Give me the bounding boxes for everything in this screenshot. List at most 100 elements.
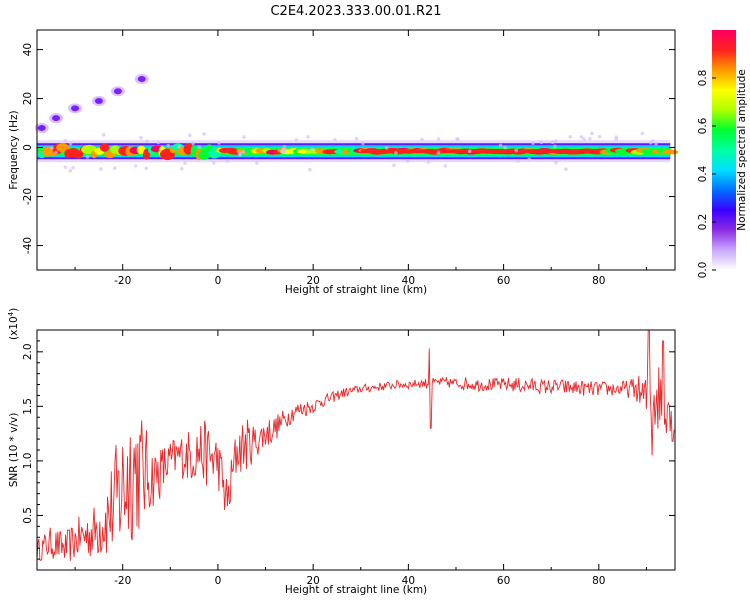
noise-dot [531, 141, 535, 146]
noise-dot [63, 138, 68, 143]
noise-dot [42, 130, 47, 134]
noise-dot [516, 159, 520, 163]
noise-dot [242, 135, 246, 139]
colorbar-tick-label: 0.6 [697, 117, 709, 134]
trace-point [37, 124, 46, 131]
y-tick-label: 1.5 [22, 398, 34, 415]
colorbar-label: Normalized spectral amplitude [736, 69, 748, 230]
noise-dot [527, 157, 532, 161]
noise-dot [420, 137, 424, 142]
noise-dot [177, 144, 182, 149]
spectrogram-frame [36, 29, 676, 271]
snr-y-label: SNR (10 * v/v) [8, 413, 20, 488]
figure-title: C2E4.2023.333.00.01.R21 [270, 4, 441, 19]
y-tick-label: 40 [22, 43, 34, 56]
trace-point [137, 75, 146, 82]
y-tick-label: 2.0 [22, 343, 34, 360]
noise-dot [187, 133, 192, 138]
noise-dot [563, 167, 568, 171]
colorbar-tick-label: 0.8 [697, 70, 709, 87]
noise-dot [614, 137, 619, 142]
noise-dot [139, 135, 143, 140]
colorbar-gradient [712, 30, 736, 270]
noise-dot [333, 137, 337, 142]
noise-dot [553, 144, 557, 149]
noise-dot [307, 167, 312, 172]
noise-dot [294, 137, 299, 142]
noise-dot [101, 132, 106, 137]
noise-dot [112, 166, 117, 171]
noise-dot [217, 141, 221, 145]
y-tick-label: 20 [22, 92, 34, 105]
noise-dot [597, 134, 602, 139]
noise-dot [50, 146, 54, 150]
noise-dot [54, 150, 58, 155]
y-tick-label: 0 [22, 144, 34, 151]
noise-dot [553, 139, 558, 143]
noise-dot [554, 160, 558, 165]
noise-dot [392, 163, 396, 168]
x-tick-label: -20 [114, 575, 131, 587]
noise-dot [455, 137, 459, 141]
noise-dot [282, 144, 287, 149]
spectrogram-ticks: -20 0 20 40 60 80 40 20 0 -20 -40 [22, 30, 675, 287]
noise-dot [405, 159, 410, 163]
noise-dot [354, 136, 359, 141]
trace-point [52, 115, 61, 122]
y-tick-label: -20 [22, 188, 34, 205]
noise-dot [241, 150, 245, 154]
band-blob [662, 149, 679, 155]
noise-dot [648, 141, 653, 145]
noise-dot [85, 155, 90, 159]
noise-dot [280, 149, 284, 154]
x-tick-label: 0 [215, 575, 222, 587]
noise-dot [166, 143, 170, 148]
trace-point [94, 98, 103, 105]
x-tick-label: 80 [592, 575, 605, 587]
noise-dot [426, 160, 431, 164]
snr-x-label: Height of straight line (km) [285, 584, 427, 596]
noise-dot [99, 167, 103, 171]
noise-dot [197, 144, 202, 149]
band-blob [99, 143, 110, 152]
x-tick-label: 40 [402, 575, 415, 587]
band-blob [190, 145, 197, 157]
colorbar-tick-label: 0.0 [697, 262, 709, 279]
noise-dot [255, 161, 259, 165]
noise-dot [582, 137, 586, 141]
x-tick-label: 60 [497, 575, 510, 587]
noise-dot [156, 140, 161, 145]
noise-dot [568, 134, 573, 139]
spectrogram-y-label: Frequency (Hz) [8, 110, 20, 189]
snr-line [37, 330, 675, 561]
trace-point [71, 105, 80, 112]
band-blob [73, 150, 84, 159]
snr-marks [37, 330, 675, 561]
band-core [360, 149, 599, 154]
snr-y-multiplier: (x104) [7, 308, 20, 340]
y-tick-label: -40 [22, 237, 34, 254]
noise-dot [191, 141, 195, 146]
noise-dot [361, 141, 365, 146]
noise-dot [436, 137, 441, 141]
noise-dot [654, 141, 658, 146]
noise-dot [238, 151, 242, 155]
x-tick-label: 0 [215, 275, 222, 287]
noise-dot [514, 148, 518, 153]
noise-dot [145, 139, 149, 144]
noise-dot [133, 164, 138, 168]
noise-dot [63, 165, 68, 169]
spectrogram-panel: -20 0 20 40 60 80 40 20 0 -20 -40 Height of straig… [8, 29, 679, 296]
noise-dot [443, 164, 448, 168]
x-tick-label: 20 [306, 575, 319, 587]
noise-dot [211, 161, 216, 165]
band-blob [56, 143, 70, 153]
noise-dot [539, 140, 544, 145]
spectrogram-x-label: Height of straight line (km) [285, 284, 427, 296]
snr-ticks: -20 0 20 40 60 80 0.5 1.0 1.5 2.0 [22, 330, 675, 587]
noise-dot [588, 136, 592, 141]
noise-dot [71, 166, 75, 170]
noise-dot [310, 147, 314, 152]
noise-dot [436, 150, 441, 155]
